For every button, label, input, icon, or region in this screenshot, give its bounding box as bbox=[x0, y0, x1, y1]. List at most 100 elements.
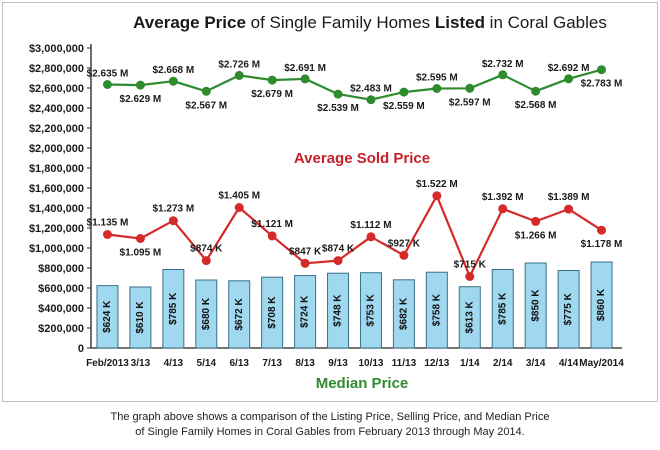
sold-price-label: $1.392 M bbox=[482, 192, 524, 203]
median-bar-label: $775 K bbox=[563, 292, 574, 325]
listed-price-point bbox=[102, 80, 112, 89]
median-bar bbox=[228, 280, 251, 349]
listed-price-label: $2.668 M bbox=[152, 65, 194, 76]
listed-price-label: $2.679 M bbox=[251, 89, 293, 100]
sold-price-label: $1.266 M bbox=[515, 230, 557, 241]
y-tick-label: $2,000,000 bbox=[29, 143, 84, 155]
sold-price-label: $1.135 M bbox=[87, 218, 129, 229]
x-tick-label: 6/13 bbox=[229, 358, 249, 369]
median-bar-label: $753 K bbox=[366, 293, 377, 326]
listed-price-point bbox=[432, 84, 442, 93]
sold-price-label: $847 K bbox=[289, 246, 322, 257]
sold-price-label: $715 K bbox=[454, 260, 487, 271]
sold-price-point bbox=[465, 272, 475, 281]
median-bar bbox=[294, 275, 317, 349]
listed-price-label: $2.692 M bbox=[548, 63, 590, 74]
x-tick-label: 7/13 bbox=[262, 358, 282, 369]
median-bar-label: $624 K bbox=[102, 300, 113, 333]
listed-price-point bbox=[465, 83, 475, 93]
x-tick-label: Feb/2013 bbox=[86, 358, 129, 369]
x-tick-label: 10/13 bbox=[358, 358, 383, 369]
sold-price-point bbox=[399, 250, 409, 260]
median-bar-label: $672 K bbox=[234, 298, 245, 331]
x-tick-label: May/2014 bbox=[579, 358, 624, 369]
chart-caption: The graph above shows a comparison of th… bbox=[0, 410, 660, 440]
caption-line-1: The graph above shows a comparison of th… bbox=[110, 411, 550, 423]
price-chart: Average Price of Single Family Homes Lis… bbox=[29, 13, 624, 392]
sold-price-point bbox=[201, 256, 211, 266]
median-bar bbox=[162, 269, 185, 349]
listed-price-line bbox=[107, 68, 602, 101]
sold-price-label: $874 K bbox=[190, 244, 223, 255]
median-bar bbox=[524, 262, 547, 349]
y-tick-label: $600,000 bbox=[38, 283, 84, 295]
y-tick-label: $800,000 bbox=[38, 263, 84, 275]
median-bar-label: $785 K bbox=[168, 292, 179, 325]
sold-price-label: $1.121 M bbox=[251, 219, 293, 230]
sold-price-point bbox=[432, 191, 442, 201]
x-tick-label: 12/13 bbox=[424, 358, 449, 369]
listed-price-point bbox=[267, 75, 277, 85]
chart-title: Average Price of Single Family Homes Lis… bbox=[133, 13, 607, 32]
median-bar bbox=[96, 285, 119, 349]
x-tick-label: 3/13 bbox=[131, 358, 151, 369]
median-bar bbox=[491, 269, 514, 349]
x-tick-label: 4/14 bbox=[559, 358, 579, 369]
listed-price-point bbox=[234, 70, 244, 80]
median-bar-label: $860 K bbox=[596, 288, 607, 321]
listed-price-point bbox=[531, 86, 541, 96]
sold-price-label: $1.389 M bbox=[548, 192, 590, 203]
listed-price-label: $2.783 M bbox=[581, 79, 623, 90]
sold-price-point bbox=[135, 234, 145, 243]
median-bar bbox=[590, 261, 613, 349]
y-tick-label: $200,000 bbox=[38, 323, 84, 335]
y-tick-label: $3,000,000 bbox=[29, 43, 84, 55]
listed-price-label: $2.539 M bbox=[317, 103, 359, 114]
sold-price-point bbox=[333, 256, 343, 266]
median-bar bbox=[261, 276, 284, 349]
listed-price-point bbox=[597, 65, 607, 75]
sold-price-point bbox=[366, 232, 376, 242]
listed-price-label: $2.597 M bbox=[449, 97, 491, 108]
sold-price-label: $927 K bbox=[388, 238, 421, 249]
x-tick-label: 1/14 bbox=[460, 358, 480, 369]
median-bar bbox=[195, 279, 218, 349]
y-tick-label: $1,800,000 bbox=[29, 163, 84, 175]
median-bar-label: $748 K bbox=[333, 294, 344, 327]
median-price-title: Median Price bbox=[316, 375, 409, 392]
x-tick-label: 11/13 bbox=[392, 358, 417, 369]
median-bar-label: $758 K bbox=[431, 293, 442, 326]
listed-price-point bbox=[399, 87, 409, 97]
listed-price-point bbox=[135, 80, 145, 90]
listed-price-point bbox=[201, 86, 211, 96]
x-tick-label: 4/13 bbox=[164, 358, 184, 369]
y-tick-label: $2,600,000 bbox=[29, 83, 84, 95]
sold-price-point bbox=[234, 203, 244, 212]
median-bar-label: $610 K bbox=[135, 301, 146, 334]
listed-price-label: $2.483 M bbox=[350, 84, 392, 95]
x-tick-label: 5/14 bbox=[197, 358, 217, 369]
plot-area: 0 $200,000 $400,000 $600,000 $800,000 $1,000,… bbox=[29, 43, 624, 369]
sold-price-point bbox=[168, 216, 178, 226]
y-tick-label: $2,800,000 bbox=[29, 63, 84, 75]
median-bar bbox=[359, 272, 382, 349]
sold-price-point bbox=[531, 216, 541, 226]
sold-price-label: $1.273 M bbox=[152, 204, 194, 215]
x-tick-label: 3/14 bbox=[526, 358, 546, 369]
y-tick-label: $2,200,000 bbox=[29, 123, 84, 135]
y-tick-label: $1,400,000 bbox=[29, 203, 84, 215]
median-bar bbox=[425, 271, 448, 349]
sold-price-point bbox=[597, 225, 607, 235]
listed-price-point bbox=[300, 74, 310, 84]
listed-price-label: $2.559 M bbox=[383, 101, 425, 112]
sold-price-point bbox=[267, 231, 277, 241]
listed-price-label: $2.567 M bbox=[185, 100, 227, 111]
sold-price-label: $1.112 M bbox=[350, 220, 391, 231]
median-bar bbox=[327, 272, 350, 349]
sold-price-label: $1.522 M bbox=[416, 179, 458, 190]
median-bar-label: $682 K bbox=[399, 297, 410, 330]
median-bar-label: $724 K bbox=[300, 295, 311, 328]
listed-price-label: $2.568 M bbox=[515, 100, 557, 111]
y-tick-label: $400,000 bbox=[38, 303, 84, 315]
sold-price-line bbox=[107, 194, 603, 278]
